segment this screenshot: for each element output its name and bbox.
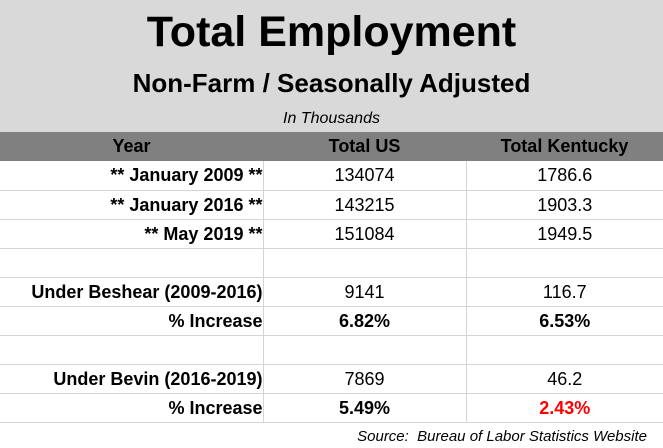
- beshear-percent-label[interactable]: % Increase: [0, 306, 264, 336]
- table-row: ** January 2009 ** 134074 1786.6: [0, 161, 663, 191]
- bevin-percent-label[interactable]: % Increase: [0, 393, 264, 423]
- cell-total-us[interactable]: 134074: [263, 161, 467, 191]
- cell-total-us[interactable]: 151084: [263, 219, 467, 249]
- table-row: ** May 2019 ** 151084 1949.5: [0, 219, 663, 249]
- beshear-us-change[interactable]: 9141: [263, 277, 467, 307]
- page-title: Total Employment: [146, 8, 517, 56]
- header-row: Year Total US Total Kentucky: [0, 132, 663, 161]
- cell-total-us[interactable]: 143215: [263, 190, 467, 220]
- empty-cell[interactable]: [263, 335, 467, 365]
- empty-row: [0, 335, 663, 365]
- header-year[interactable]: Year: [0, 132, 263, 161]
- employment-table: Year Total US Total Kentucky ** January …: [0, 132, 663, 423]
- bevin-percent-row: % Increase 5.49% 2.43%: [0, 393, 663, 423]
- beshear-label[interactable]: Under Beshear (2009-2016): [0, 277, 264, 307]
- row-label[interactable]: ** January 2016 **: [0, 190, 264, 220]
- empty-cell[interactable]: [263, 248, 467, 278]
- cell-total-kentucky[interactable]: 1786.6: [466, 161, 663, 191]
- cell-total-kentucky[interactable]: 1949.5: [466, 219, 663, 249]
- table-row: ** January 2016 ** 143215 1903.3: [0, 190, 663, 220]
- empty-cell[interactable]: [0, 335, 264, 365]
- bevin-ky-percent[interactable]: 2.43%: [466, 393, 663, 423]
- empty-row: [0, 248, 663, 278]
- bevin-us-percent[interactable]: 5.49%: [263, 393, 467, 423]
- bevin-us-change[interactable]: 7869: [263, 364, 467, 394]
- title-banner: [0, 0, 663, 132]
- beshear-ky-percent[interactable]: 6.53%: [466, 306, 663, 336]
- empty-cell[interactable]: [466, 335, 663, 365]
- beshear-ky-change[interactable]: 116.7: [466, 277, 663, 307]
- header-total-kentucky[interactable]: Total Kentucky: [466, 132, 663, 161]
- beshear-percent-row: % Increase 6.82% 6.53%: [0, 306, 663, 336]
- bevin-label[interactable]: Under Bevin (2016-2019): [0, 364, 264, 394]
- bevin-ky-change[interactable]: 46.2: [466, 364, 663, 394]
- bevin-change-row: Under Bevin (2016-2019) 7869 46.2: [0, 364, 663, 394]
- empty-cell[interactable]: [0, 248, 264, 278]
- row-label[interactable]: ** May 2019 **: [0, 219, 264, 249]
- source-note: Source: Bureau of Labor Statistics Websi…: [357, 428, 647, 445]
- units-note: In Thousands: [283, 110, 380, 127]
- beshear-change-row: Under Beshear (2009-2016) 9141 116.7: [0, 277, 663, 307]
- page-subtitle: Non-Farm / Seasonally Adjusted: [132, 68, 531, 98]
- cell-total-kentucky[interactable]: 1903.3: [466, 190, 663, 220]
- beshear-us-percent[interactable]: 6.82%: [263, 306, 467, 336]
- empty-cell[interactable]: [466, 248, 663, 278]
- row-label[interactable]: ** January 2009 **: [0, 161, 264, 191]
- header-total-us[interactable]: Total US: [263, 132, 466, 161]
